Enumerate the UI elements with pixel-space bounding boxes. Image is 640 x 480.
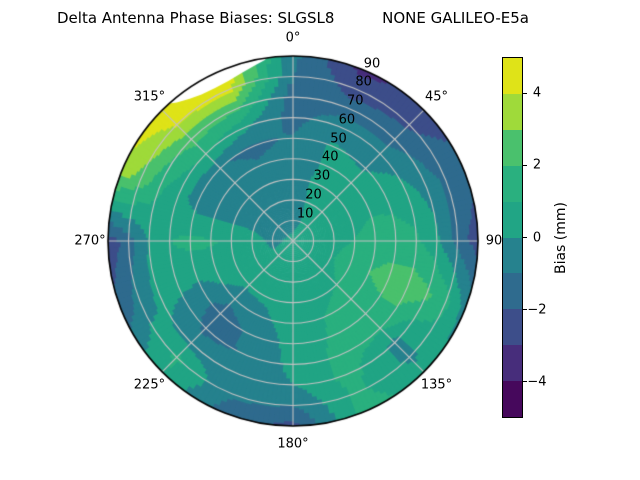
colorbar-band — [503, 345, 522, 382]
radial-tick-label: 60 — [338, 112, 356, 128]
radial-tick-label: 90 — [363, 56, 381, 72]
colorbar-tickmark — [523, 92, 527, 94]
colorbar-tickmark — [523, 309, 527, 311]
angular-tick-label: 315° — [133, 89, 166, 105]
colorbar-band — [503, 58, 522, 94]
radial-tick-label: 80 — [355, 74, 372, 90]
figure-title: Delta Antenna Phase Biases: SLGSL8 NONE … — [57, 9, 529, 27]
radial-tick-label: 40 — [321, 149, 339, 165]
colorbar-band — [503, 93, 522, 130]
colorbar-tickmark — [523, 236, 527, 239]
colorbar-tick-label: −4 — [527, 374, 547, 390]
radial-tick-label: 30 — [313, 168, 331, 184]
angular-tick-label: 180° — [277, 436, 309, 452]
colorbar-band — [503, 237, 522, 274]
colorbar-band — [503, 165, 522, 202]
colorbar-tickmark — [523, 381, 527, 383]
colorbar-tick-label: −2 — [527, 302, 547, 318]
colorbar-gradient — [502, 57, 523, 418]
radial-tick-label: 10 — [296, 206, 314, 222]
colorbar-band — [503, 201, 522, 238]
colorbar-band — [503, 381, 522, 418]
colorbar-label: Bias (mm) — [553, 201, 569, 275]
colorbar-tick-label: 4 — [532, 85, 542, 101]
colorbar-band — [503, 129, 522, 166]
angular-tick-label: 270° — [74, 233, 106, 249]
angular-tick-label: 0° — [285, 30, 301, 46]
radial-tick-label: 20 — [305, 187, 322, 203]
angular-tick-label: 135° — [420, 377, 453, 393]
colorbar-tick-label: 0 — [532, 230, 542, 245]
angular-tick-label: 225° — [133, 377, 166, 393]
radial-tick-label: 70 — [347, 93, 364, 109]
radial-tick-label: 50 — [330, 131, 347, 147]
colorbar-band — [503, 309, 522, 346]
colorbar-band — [503, 273, 522, 310]
angular-tick-label: 90 — [485, 233, 503, 249]
colorbar-tickmark — [523, 164, 527, 166]
colorbar-tick-label: 2 — [532, 157, 542, 173]
angular-tick-label: 45° — [425, 89, 449, 105]
